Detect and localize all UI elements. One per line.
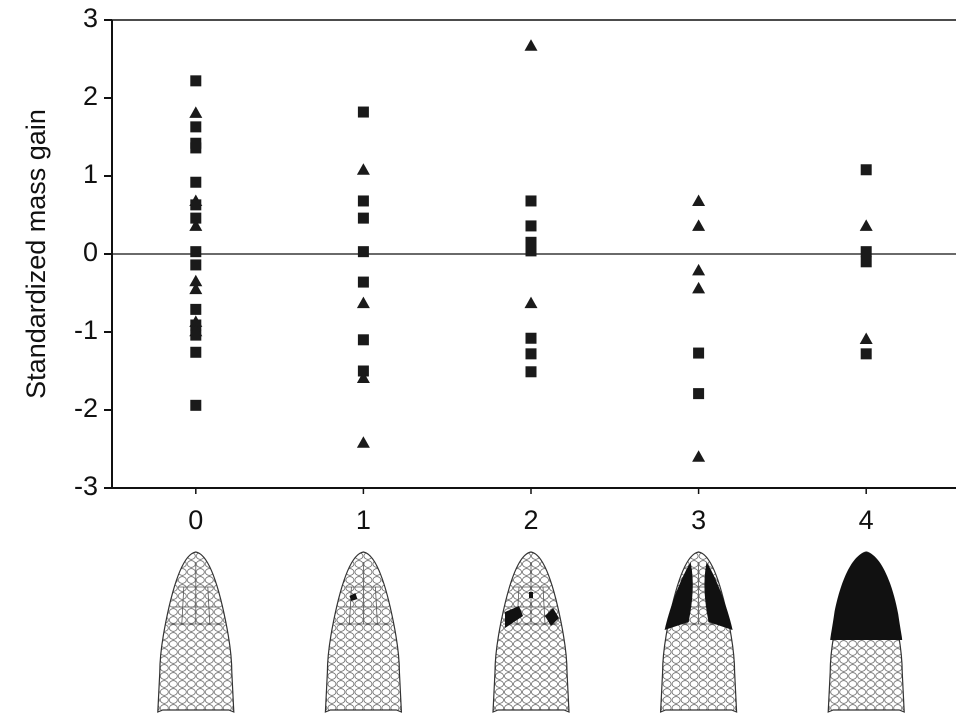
square-point: [190, 177, 201, 188]
square-point: [358, 334, 369, 345]
head-black-patch: [529, 592, 533, 598]
y-tick-label: -3: [74, 471, 98, 501]
y-tick-label: 1: [83, 159, 98, 189]
head: [493, 552, 569, 712]
x-tick-label: 4: [859, 505, 874, 535]
triangle-point: [525, 297, 538, 309]
head: [325, 552, 401, 712]
chart: Standardized mass gain -3 -2 -1 0 1 2 3 0 1 2 3 4: [0, 0, 956, 717]
square-point: [190, 304, 201, 315]
triangle-point: [692, 219, 705, 231]
head-black-patch: [830, 552, 902, 640]
square-point: [358, 246, 369, 257]
square-point: [693, 348, 704, 359]
y-tick-label: -1: [74, 315, 98, 345]
square-point: [526, 333, 537, 344]
y-tick-label: -2: [74, 393, 98, 423]
y-tick-label: 3: [83, 3, 98, 33]
triangle-point: [860, 333, 873, 345]
square-point: [526, 195, 537, 206]
square-point: [190, 75, 201, 86]
triangle-point: [189, 106, 202, 118]
square-point: [190, 142, 201, 153]
x-tick-label: 0: [188, 505, 203, 535]
triangle-point: [357, 297, 370, 309]
x-tick-label: 3: [691, 505, 706, 535]
y-axis-label: Standardized mass gain: [21, 109, 51, 399]
square-point: [190, 400, 201, 411]
head: [158, 552, 234, 712]
head-illustrations: [158, 552, 904, 712]
x-tick-label: 2: [523, 505, 538, 535]
triangle-point: [860, 219, 873, 231]
square-point: [190, 246, 201, 257]
head-black-patch: [704, 562, 732, 630]
y-tick-label: 2: [83, 81, 98, 111]
triangle-point: [525, 39, 538, 51]
square-point: [526, 348, 537, 359]
square-point: [861, 164, 872, 175]
y-tick-label: 0: [83, 237, 98, 267]
head: [661, 552, 737, 712]
triangle-point: [357, 436, 370, 448]
square-point: [861, 246, 872, 257]
square-point: [358, 195, 369, 206]
head-black-patch: [665, 562, 693, 630]
triangle-point: [692, 264, 705, 276]
square-point: [358, 277, 369, 288]
square-point: [190, 121, 201, 132]
square-point: [861, 256, 872, 267]
square-point: [861, 348, 872, 359]
square-point: [190, 347, 201, 358]
square-point: [358, 213, 369, 224]
triangle-point: [692, 282, 705, 294]
square-point: [526, 220, 537, 231]
triangle-point: [692, 194, 705, 206]
square-point: [526, 366, 537, 377]
triangle-point: [357, 163, 370, 175]
triangle-point: [692, 450, 705, 462]
square-point: [526, 245, 537, 256]
head: [828, 552, 904, 712]
square-point: [693, 388, 704, 399]
square-point: [358, 107, 369, 118]
square-point: [190, 259, 201, 270]
x-tick-label: 1: [356, 505, 371, 535]
